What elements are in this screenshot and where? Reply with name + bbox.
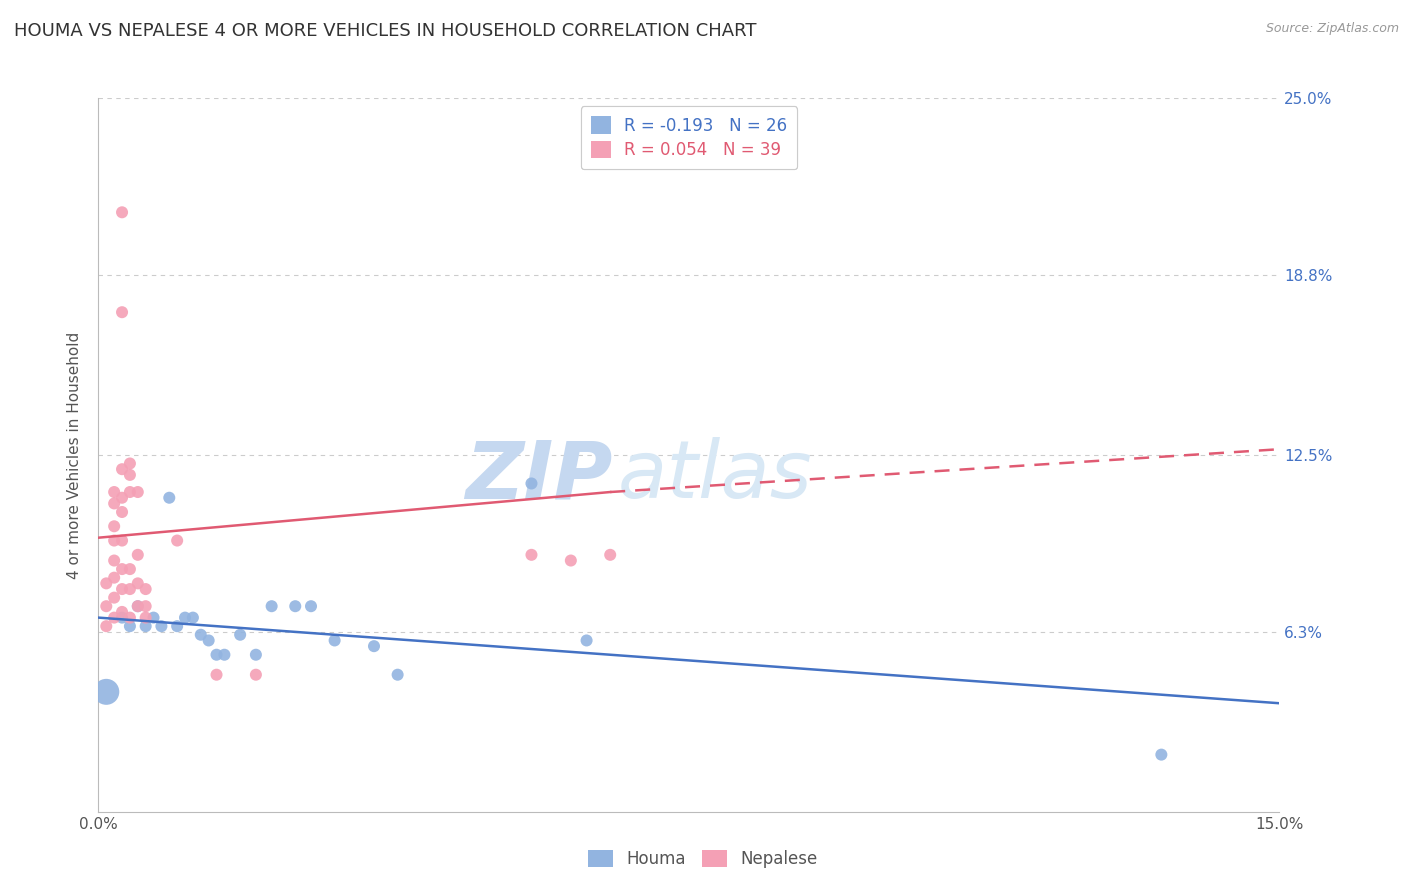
Text: ZIP: ZIP (465, 437, 612, 516)
Point (363, 639, 385, 653)
Point (245, 648, 267, 662)
Legend: R = -0.193   N = 26, R = 0.054   N = 39: R = -0.193 N = 26, R = 0.054 N = 39 (581, 106, 797, 169)
Text: atlas: atlas (619, 437, 813, 516)
Point (103, 591, 125, 605)
Point (205, 667, 228, 681)
Point (1150, 747, 1173, 762)
Text: HOUMA VS NEPALESE 4 OR MORE VEHICLES IN HOUSEHOLD CORRELATION CHART: HOUMA VS NEPALESE 4 OR MORE VEHICLES IN … (14, 22, 756, 40)
Point (166, 619, 188, 633)
Point (127, 599, 149, 614)
Point (118, 457, 141, 471)
Point (96, 619, 118, 633)
Point (96, 685, 118, 699)
Point (103, 553, 125, 567)
Point (111, 505, 134, 519)
Point (197, 633, 219, 648)
Point (96, 599, 118, 614)
Point (166, 533, 188, 548)
Point (560, 553, 582, 567)
Point (387, 667, 409, 681)
Point (245, 667, 267, 681)
Point (135, 599, 157, 614)
Point (111, 533, 134, 548)
Point (157, 491, 180, 505)
Point (127, 485, 149, 500)
Point (103, 496, 125, 510)
Point (127, 548, 149, 562)
Point (323, 633, 346, 648)
Point (103, 533, 125, 548)
Point (214, 648, 236, 662)
Point (111, 205, 134, 219)
Point (118, 610, 141, 624)
Point (299, 599, 322, 614)
Point (150, 619, 173, 633)
Text: Source: ZipAtlas.com: Source: ZipAtlas.com (1265, 22, 1399, 36)
Point (190, 628, 212, 642)
Point (96, 576, 118, 591)
Point (103, 610, 125, 624)
Point (111, 305, 134, 319)
Point (103, 519, 125, 533)
Point (135, 619, 157, 633)
Point (135, 582, 157, 596)
Point (127, 576, 149, 591)
Y-axis label: 4 or more Vehicles in Household: 4 or more Vehicles in Household (67, 331, 83, 579)
Point (111, 582, 134, 596)
Point (118, 582, 141, 596)
Point (520, 548, 543, 562)
Point (111, 562, 134, 576)
Point (174, 610, 197, 624)
Point (111, 610, 134, 624)
Point (103, 485, 125, 500)
Point (229, 628, 252, 642)
Point (111, 462, 134, 476)
Point (135, 610, 157, 624)
Point (260, 599, 283, 614)
Point (284, 599, 307, 614)
Point (127, 599, 149, 614)
Point (118, 562, 141, 576)
Point (111, 491, 134, 505)
Point (103, 571, 125, 585)
Point (520, 476, 543, 491)
Point (205, 648, 228, 662)
Point (599, 548, 621, 562)
Point (111, 605, 134, 619)
Point (118, 619, 141, 633)
Legend: Houma, Nepalese: Houma, Nepalese (581, 843, 825, 875)
Point (575, 633, 598, 648)
Point (181, 610, 204, 624)
Point (118, 485, 141, 500)
Point (118, 467, 141, 482)
Point (142, 610, 165, 624)
